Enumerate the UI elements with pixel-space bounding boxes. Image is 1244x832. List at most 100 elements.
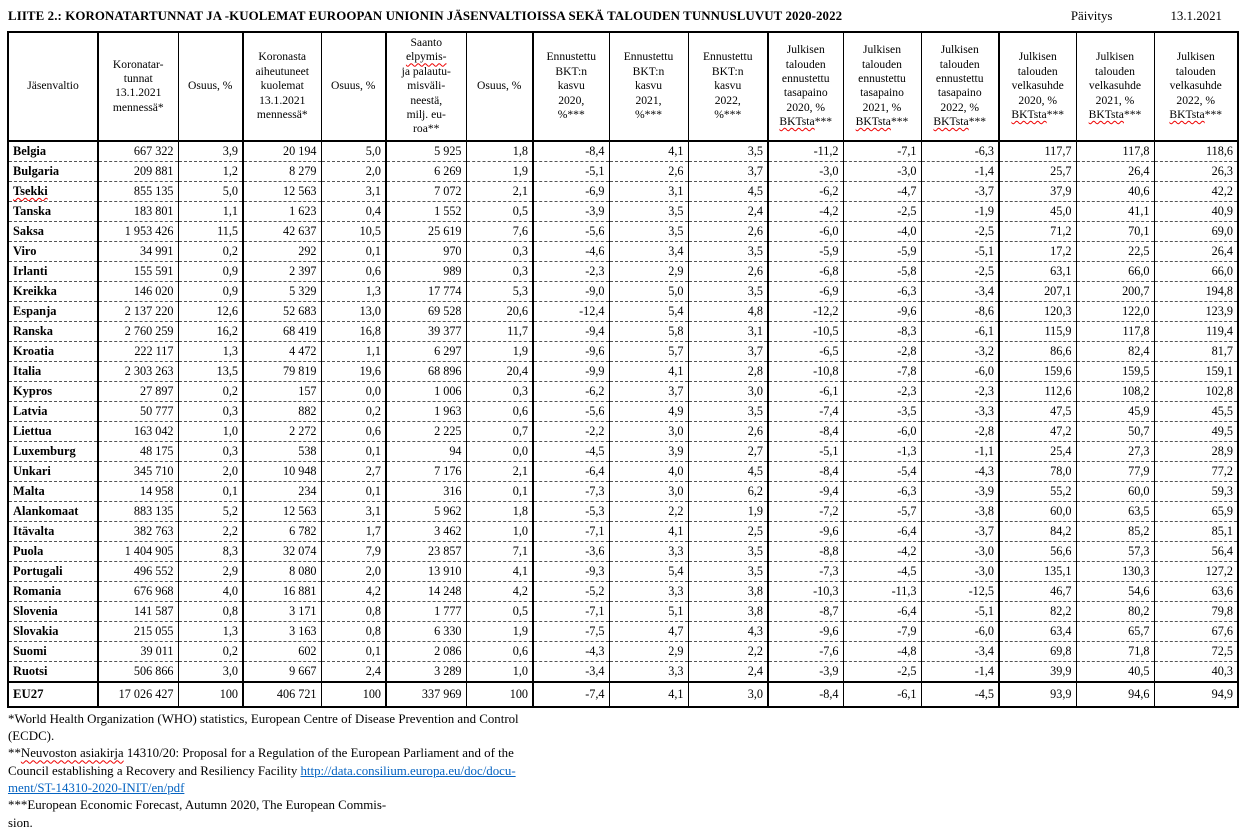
- value-cell: -4,7: [843, 181, 922, 202]
- value-cell: -2,8: [843, 341, 922, 362]
- value-cell: 1,9: [466, 161, 534, 182]
- value-cell: -5,3: [533, 501, 610, 522]
- table-row: Unkari 345 710 2,0 10 948 2,7 7 176 2,1 -6,4 4,0…: [8, 461, 1239, 482]
- value-cell: -6,3: [921, 140, 1000, 162]
- value-cell: 3 289: [386, 661, 467, 683]
- value-cell: 3,5: [688, 541, 769, 562]
- value-cell: 42,2: [1154, 181, 1239, 202]
- value-cell: 0,3: [178, 441, 244, 462]
- value-cell: 78,0: [999, 461, 1077, 482]
- value-cell: 4,7: [609, 621, 689, 642]
- value-cell: 2,0: [178, 461, 244, 482]
- value-cell: -6,0: [768, 221, 844, 242]
- value-cell: 2,4: [321, 661, 387, 683]
- value-cell: 94,6: [1076, 680, 1155, 707]
- value-cell: 4,1: [609, 361, 689, 382]
- value-cell: 7 176: [386, 461, 467, 482]
- value-cell: -4,3: [921, 461, 1000, 482]
- country-cell: Unkari: [8, 461, 99, 482]
- value-cell: 3,4: [609, 241, 689, 262]
- value-cell: -8,8: [768, 541, 844, 562]
- value-cell: 6 782: [243, 521, 322, 542]
- header-text: BKTsta: [855, 115, 891, 129]
- value-cell: 26,4: [1154, 241, 1239, 262]
- value-cell: 0,5: [466, 601, 534, 622]
- value-cell: 0,2: [178, 641, 244, 662]
- value-cell: -7,3: [533, 481, 610, 502]
- value-cell: -7,1: [843, 140, 922, 162]
- footnote-line: (ECDC).: [8, 728, 668, 745]
- value-cell: 17 026 427: [98, 680, 179, 707]
- value-cell: 4,1: [609, 680, 689, 707]
- value-cell: 20,4: [466, 361, 534, 382]
- value-cell: -3,7: [921, 181, 1000, 202]
- value-cell: 71,8: [1076, 641, 1155, 662]
- column-header: Ennustettu BKT:n kasvu 2021, %***: [609, 32, 689, 142]
- header-text: Julkisen: [1018, 50, 1057, 64]
- footnote-text: ***European Economic Forecast, Autumn 20…: [8, 798, 387, 813]
- value-cell: 37,9: [999, 181, 1077, 202]
- value-cell: -6,3: [843, 281, 922, 302]
- country-cell: Bulgaria: [8, 161, 99, 182]
- value-cell: -8,4: [768, 421, 844, 442]
- value-cell: 56,6: [999, 541, 1077, 562]
- value-cell: -7,8: [843, 361, 922, 382]
- column-header: Jäsenvaltio: [8, 32, 99, 142]
- update-date: 13.1.2021: [1170, 9, 1222, 23]
- table-row: Belgia 667 322 3,9 20 194 5,0 5 925 1,8 -8,4 4,1…: [8, 140, 1239, 162]
- value-cell: -5,1: [921, 241, 1000, 262]
- value-cell: 117,8: [1076, 321, 1155, 342]
- value-cell: 94,9: [1154, 680, 1239, 707]
- value-cell: -3,0: [921, 541, 1000, 562]
- value-cell: -11,3: [843, 581, 922, 602]
- value-cell: -5,7: [843, 501, 922, 522]
- value-cell: 4,0: [609, 461, 689, 482]
- table-row: Tsekki 855 135 5,0 12 563 3,1 7 072 2,1 -6,9 3,1…: [8, 181, 1239, 202]
- value-cell: 2 137 220: [98, 301, 179, 322]
- value-cell: -6,4: [843, 521, 922, 542]
- value-cell: 69,0: [1154, 221, 1239, 242]
- column-header: Julkisen talouden velkasuhde 2020, % BKTsta*…: [999, 32, 1077, 142]
- column-header: Julkisen talouden ennustettu tasapaino 2020,…: [768, 32, 844, 142]
- footnote-link[interactable]: http://data.consilium.europa.eu/doc/docu…: [300, 763, 516, 778]
- value-cell: -1,4: [921, 661, 1000, 683]
- country-name: Slovakia: [13, 623, 59, 638]
- value-cell: 0,2: [178, 241, 244, 262]
- value-cell: 3,3: [609, 581, 689, 602]
- value-cell: 130,3: [1076, 561, 1155, 582]
- footnote-text: **: [8, 746, 21, 761]
- value-cell: 3,5: [688, 561, 769, 582]
- value-cell: 10 948: [243, 461, 322, 482]
- footnote-link[interactable]: ment/ST-14310-2020-INIT/en/pdf: [8, 781, 185, 796]
- value-cell: 1,0: [466, 521, 534, 542]
- value-cell: 3,3: [609, 661, 689, 683]
- value-cell: 2,2: [688, 641, 769, 662]
- value-cell: -8,4: [768, 680, 844, 707]
- value-cell: 2,1: [466, 461, 534, 482]
- value-cell: 16 881: [243, 581, 322, 602]
- header-text: %***: [714, 108, 742, 122]
- value-cell: 2,0: [321, 161, 387, 182]
- value-cell: 47,2: [999, 421, 1077, 442]
- value-cell: 3,7: [688, 341, 769, 362]
- value-cell: 118,6: [1154, 140, 1239, 162]
- table-row: Luxemburg 48 175 0,3 538 0,1 94 0,0 -4,5 3,9 2,7-…: [8, 441, 1239, 462]
- value-cell: 69,8: [999, 641, 1077, 662]
- header-text: ***: [1204, 108, 1223, 122]
- header-text: talouden: [939, 57, 980, 71]
- value-cell: 1,2: [178, 161, 244, 182]
- value-cell: 2 303 263: [98, 361, 179, 382]
- value-cell: 13 910: [386, 561, 467, 582]
- value-cell: 16,8: [321, 321, 387, 342]
- value-cell: 159,5: [1076, 361, 1155, 382]
- value-cell: 0,6: [466, 641, 534, 662]
- value-cell: 676 968: [98, 581, 179, 602]
- value-cell: 1,1: [321, 341, 387, 362]
- value-cell: -10,5: [768, 321, 844, 342]
- column-header: Saanto elpymis-ja palautu-misväli-neestä,…: [386, 32, 467, 142]
- value-cell: -9,6: [843, 301, 922, 322]
- value-cell: 60,0: [999, 501, 1077, 522]
- value-cell: 100: [321, 680, 387, 707]
- value-cell: 316: [386, 481, 467, 502]
- header-text: 13.1.2021: [115, 86, 162, 100]
